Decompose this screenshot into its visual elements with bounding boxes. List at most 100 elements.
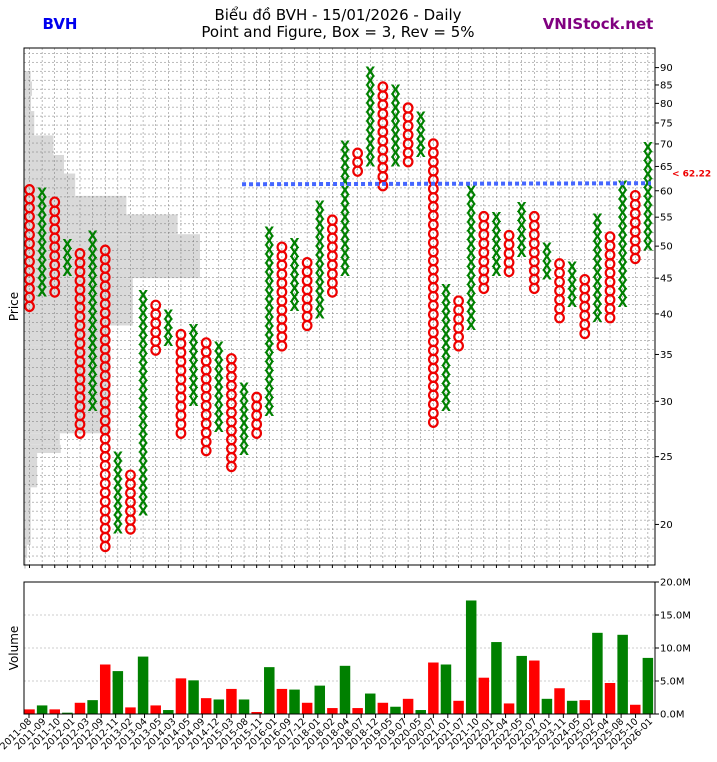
x-mark: X xyxy=(340,193,350,208)
x-mark: X xyxy=(113,496,123,511)
y-tick-label: 45 xyxy=(660,274,673,285)
x-mark: X xyxy=(163,335,173,350)
x-mark: X xyxy=(315,280,325,295)
x-mark: X xyxy=(113,505,123,520)
x-mark: X xyxy=(466,310,476,325)
x-mark: X xyxy=(264,226,274,241)
x-mark: X xyxy=(441,373,451,388)
x-mark: X xyxy=(264,405,274,420)
x-mark: X xyxy=(315,209,325,224)
x-mark: X xyxy=(138,424,148,439)
x-mark: X xyxy=(340,256,350,271)
x-mark: X xyxy=(264,333,274,348)
x-mark: X xyxy=(466,220,476,235)
x-mark: X xyxy=(592,221,602,236)
x-mark: X xyxy=(37,276,47,291)
x-mark: X xyxy=(340,166,350,181)
volume-bar xyxy=(566,700,578,714)
x-mark: X xyxy=(88,274,98,289)
x-mark: X xyxy=(466,274,476,289)
x-mark: X xyxy=(390,101,400,116)
x-mark: X xyxy=(290,291,300,306)
x-mark: X xyxy=(466,238,476,253)
volume-bar xyxy=(112,671,124,714)
x-mark: X xyxy=(138,361,148,376)
x-mark: X xyxy=(239,381,249,396)
y-tick-label: 60 xyxy=(660,186,673,197)
x-mark: X xyxy=(340,184,350,199)
x-mark: X xyxy=(643,159,653,174)
x-mark: X xyxy=(517,246,527,261)
x-mark: X xyxy=(88,229,98,244)
x-mark: X xyxy=(113,451,123,466)
x-mark: X xyxy=(441,391,451,406)
x-mark: X xyxy=(88,400,98,415)
x-mark: X xyxy=(290,300,300,315)
x-mark: X xyxy=(88,364,98,379)
x-mark: X xyxy=(618,260,628,275)
x-mark: X xyxy=(189,368,199,383)
x-mark: X xyxy=(315,245,325,260)
x-mark: X xyxy=(214,403,224,418)
x-mark: X xyxy=(618,180,628,195)
volume-bar xyxy=(503,703,515,714)
volume-y-tick-label: 0.0M xyxy=(660,710,685,721)
x-mark: X xyxy=(264,288,274,303)
x-mark: X xyxy=(466,193,476,208)
x-mark: X xyxy=(239,399,249,414)
x-mark: X xyxy=(214,358,224,373)
x-mark: X xyxy=(365,92,375,107)
x-mark: X xyxy=(138,379,148,394)
x-mark: X xyxy=(365,110,375,125)
x-mark: X xyxy=(643,240,653,255)
x-mark: X xyxy=(239,435,249,450)
y-tick-label: 75 xyxy=(660,118,673,129)
volume-bar xyxy=(36,705,48,714)
x-mark: X xyxy=(618,287,628,302)
x-mark: X xyxy=(390,146,400,161)
x-mark: X xyxy=(189,359,199,374)
volume-profile-bar xyxy=(24,70,31,82)
x-mark: X xyxy=(113,478,123,493)
volume-bar xyxy=(630,704,641,714)
x-mark: X xyxy=(592,239,602,254)
x-mark: X xyxy=(416,137,426,152)
volume-bar xyxy=(529,660,540,714)
x-mark: X xyxy=(264,351,274,366)
x-mark: X xyxy=(189,377,199,392)
x-mark: X xyxy=(315,218,325,233)
x-mark: X xyxy=(466,301,476,316)
o-mark xyxy=(528,210,540,223)
volume-bar xyxy=(428,662,439,714)
x-mark: X xyxy=(592,248,602,263)
x-mark: X xyxy=(441,319,451,334)
x-mark: X xyxy=(138,460,148,475)
x-mark: X xyxy=(592,230,602,245)
x-mark: X xyxy=(441,355,451,370)
x-mark: X xyxy=(138,388,148,403)
volume-profile-bar xyxy=(24,487,31,545)
x-mark: X xyxy=(138,442,148,457)
x-mark: X xyxy=(264,270,274,285)
o-mark xyxy=(554,258,565,270)
x-mark: X xyxy=(88,337,98,352)
x-mark: X xyxy=(37,205,47,220)
x-mark: X xyxy=(340,202,350,217)
volume-profile-bar xyxy=(24,111,35,136)
x-mark: X xyxy=(138,397,148,412)
volume-bar xyxy=(49,709,60,714)
volume-profile-bar xyxy=(24,135,54,155)
volume-bar xyxy=(264,667,275,714)
o-mark xyxy=(402,102,414,114)
x-mark: X xyxy=(643,177,653,192)
x-mark: X xyxy=(643,141,653,156)
volume-profile-bar xyxy=(24,81,32,96)
x-mark: X xyxy=(491,211,501,226)
x-mark: X xyxy=(290,237,300,252)
volume-profile-bar xyxy=(24,453,38,488)
x-mark: X xyxy=(62,247,72,262)
x-mark: X xyxy=(441,301,451,316)
x-mark: X xyxy=(441,382,451,397)
volume-bar xyxy=(74,702,86,714)
x-mark: X xyxy=(416,110,426,125)
